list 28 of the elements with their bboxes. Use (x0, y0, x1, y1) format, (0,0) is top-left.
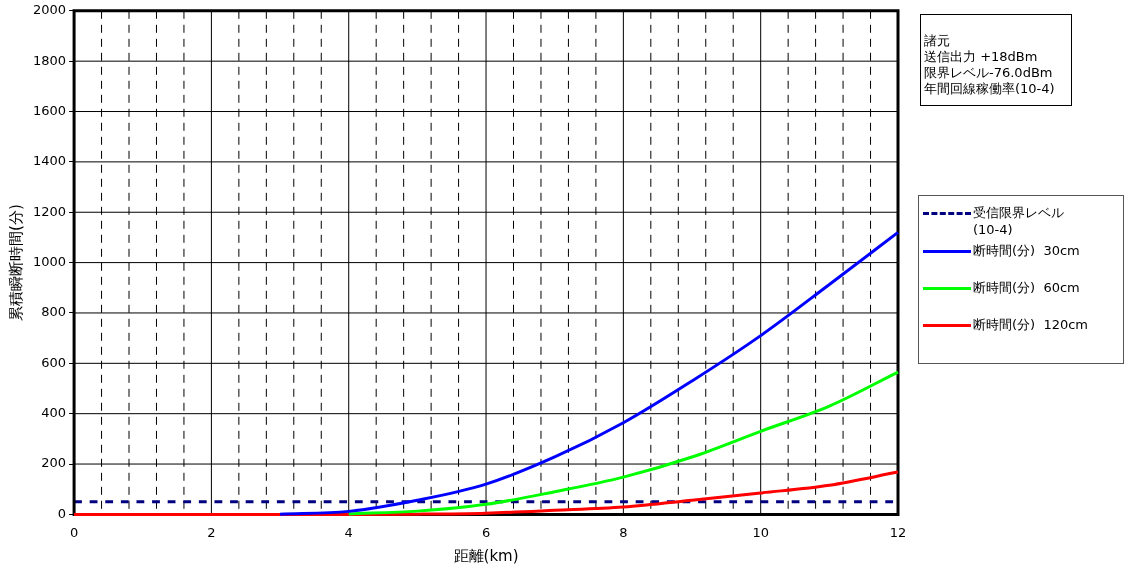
y-tick-label: 200 (41, 455, 67, 471)
legend-label: 断時間(分) 120cm (972, 316, 1089, 333)
x-tick-label: 12 (889, 524, 907, 540)
legend-label: 断時間(分) 30cm (972, 242, 1080, 259)
y-tick-label: 600 (41, 354, 67, 370)
x-tick-label: 6 (481, 524, 491, 540)
x-tick-label: 0 (69, 524, 79, 540)
y-tick-label: 800 (41, 304, 67, 320)
x-axis-title: 距離(km) (453, 546, 519, 565)
y-axis-title: 累積瞬断時間(分) (6, 204, 25, 321)
line-series (347, 370, 900, 516)
y-tick-label: 400 (41, 405, 67, 421)
legend-label: 断時間(分) 60cm (972, 279, 1080, 296)
x-tick-label: 10 (752, 524, 769, 540)
x-tick-label: 2 (207, 524, 216, 540)
y-tick-label: 1400 (32, 153, 67, 169)
y-tick-label: 1000 (32, 253, 67, 269)
y-tick-label: 1200 (32, 203, 67, 219)
x-tick-label: 4 (344, 524, 353, 540)
legend-label: 受信限界レベル (10-4) (972, 204, 1064, 238)
info-box: 諸元 送信出力 +18dBm 限界レベル-76.0dBm 年間回線稼働率(10-4) (920, 14, 1072, 106)
line-series (278, 230, 900, 516)
y-tick-label: 1600 (32, 102, 67, 118)
line-series (72, 470, 900, 516)
y-tick-label: 2000 (32, 2, 67, 18)
x-tick-label: 8 (619, 524, 628, 540)
y-tick-label: 0 (57, 505, 67, 521)
y-tick-label: 1800 (32, 52, 67, 68)
